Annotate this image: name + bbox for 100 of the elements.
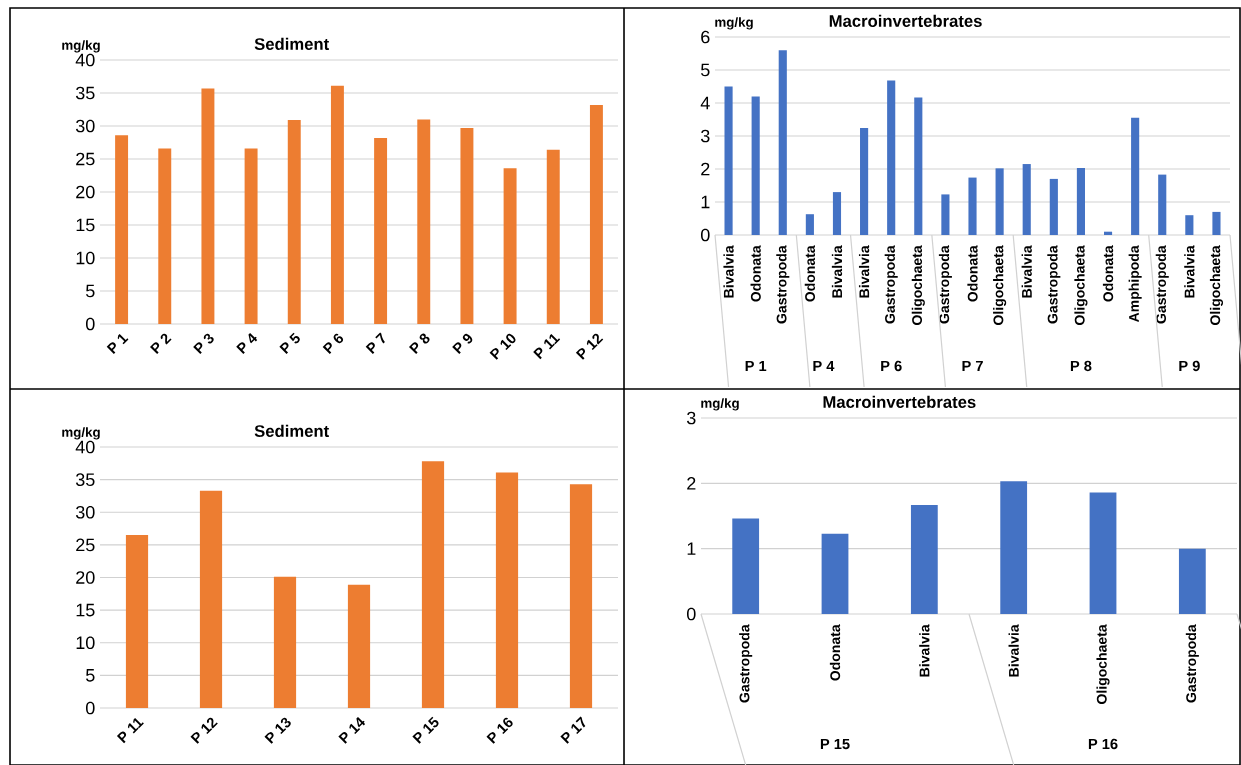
text: P 1 — [745, 360, 767, 371]
x-tick-label: Bivalvia — [831, 245, 843, 298]
y-axis-title: mg/kg — [62, 40, 100, 53]
x-tick-label: P 11 — [116, 717, 144, 744]
bar — [1131, 117, 1140, 235]
x-tick-label: Gastropoda — [1047, 245, 1061, 324]
y-tick-label: 0 — [687, 607, 696, 621]
x-tick-label: P 12 — [190, 717, 218, 744]
y-axis-title: mg/kg — [62, 427, 100, 440]
y-tick-label: 40 — [75, 440, 95, 454]
chart-title: Macroinvertebrates — [829, 14, 982, 27]
text: P 8 — [1070, 360, 1092, 372]
x-tick-label: Bivalvia — [1184, 245, 1195, 298]
bar — [330, 85, 344, 324]
y-tick-label: 30 — [75, 119, 95, 133]
bar — [273, 576, 297, 708]
y-tick-label: 0 — [701, 228, 710, 242]
bar — [244, 148, 258, 324]
y-tick-label: 5 — [85, 284, 95, 298]
y-tick-label: 3 — [700, 129, 710, 143]
bar — [1178, 548, 1206, 614]
x-tick-label: P 16 — [486, 717, 513, 744]
x-tick-label: P 6 — [322, 333, 344, 355]
y-tick-label: 40 — [75, 53, 95, 67]
bar — [374, 137, 388, 324]
x-tick-label: P 2 — [149, 333, 172, 355]
y-axis-title: mg/kg — [715, 17, 753, 30]
bar — [347, 584, 371, 708]
chart-title: Sediment — [254, 424, 329, 437]
y-tick-label: 20 — [76, 185, 95, 199]
bar — [1158, 174, 1167, 235]
x-tick-label: P 11 — [533, 333, 561, 360]
bar — [589, 104, 603, 324]
x-tick-label: Gastropoda — [1155, 245, 1169, 324]
x-tick-label: Gastropoda — [739, 624, 753, 703]
bar — [910, 504, 938, 614]
x-tick-label: Oligochaeta — [1096, 624, 1110, 704]
x-tick-label: P 12 — [575, 333, 604, 360]
bar — [751, 96, 760, 235]
bar — [503, 168, 517, 324]
bar — [995, 168, 1004, 235]
y-tick-label: 3 — [686, 411, 696, 425]
chart-title: Macroinvertebrates — [823, 395, 976, 408]
y-tick-label: 0 — [85, 701, 95, 715]
bar — [1000, 481, 1028, 614]
x-tick-label: P 13 — [264, 717, 291, 744]
x-tick-label: P 14 — [338, 716, 366, 744]
x-tick-label: Bivalvia — [1008, 624, 1019, 677]
x-tick-label: Odonata — [804, 245, 816, 302]
x-tick-label: Odonata — [967, 245, 978, 302]
x-tick-label: Amphipoda — [1128, 245, 1142, 323]
bar — [914, 97, 923, 235]
x-tick-label: P 7 — [365, 332, 385, 354]
bar — [1049, 178, 1058, 235]
x-tick-label: Odonata — [1102, 245, 1114, 302]
x-tick-label: Bivalvia — [723, 245, 734, 298]
bar — [417, 119, 431, 324]
x-tick-label: Oligochaeta — [1209, 245, 1224, 325]
bar — [201, 88, 215, 324]
bar — [821, 533, 849, 614]
y-tick-label: 6 — [701, 30, 710, 44]
bar — [805, 214, 814, 235]
x-tick-label: Oligochaeta — [911, 245, 925, 325]
bar — [1185, 215, 1194, 235]
bar — [115, 135, 129, 324]
bar — [125, 535, 149, 708]
y-tick-label: 10 — [76, 251, 95, 265]
y-tick-label: 0 — [85, 317, 95, 331]
x-tick-label: P 9 — [452, 333, 473, 355]
y-tick-label: 4 — [700, 96, 710, 110]
y-tick-label: 25 — [76, 538, 95, 552]
x-tick-label: Oligochaeta — [993, 245, 1007, 325]
x-tick-label: Bivalvia — [919, 624, 930, 677]
bar — [495, 472, 519, 708]
y-tick-label: 35 — [75, 473, 95, 486]
bar — [1022, 164, 1031, 235]
bar — [460, 127, 474, 324]
y-tick-label: 15 — [76, 218, 95, 232]
x-tick-label: P 15 — [412, 716, 439, 744]
bar — [724, 86, 733, 235]
bar — [158, 148, 172, 324]
x-tick-label: Bivalvia — [858, 245, 870, 298]
y-tick-label: 1 — [701, 195, 710, 209]
y-tick-label: 30 — [75, 505, 95, 519]
bar — [1076, 168, 1085, 235]
bar — [887, 80, 896, 235]
bar — [860, 128, 869, 235]
x-tick-label: P 5 — [279, 332, 300, 354]
x-tick-label: Gastropoda — [884, 245, 898, 324]
x-tick-label: Gastropoda — [776, 245, 790, 324]
x-tick-label: P 8 — [408, 333, 430, 355]
bar — [968, 177, 977, 235]
x-tick-label: P 3 — [193, 333, 214, 355]
bar — [1212, 211, 1221, 235]
y-tick-label: 35 — [75, 86, 95, 100]
x-tick-label: Gastropoda — [1185, 624, 1199, 703]
text: P 9 — [1179, 360, 1200, 372]
y-axis-title: mg/kg — [701, 398, 739, 411]
x-tick-label: P 1 — [106, 333, 129, 354]
bar — [569, 484, 593, 708]
